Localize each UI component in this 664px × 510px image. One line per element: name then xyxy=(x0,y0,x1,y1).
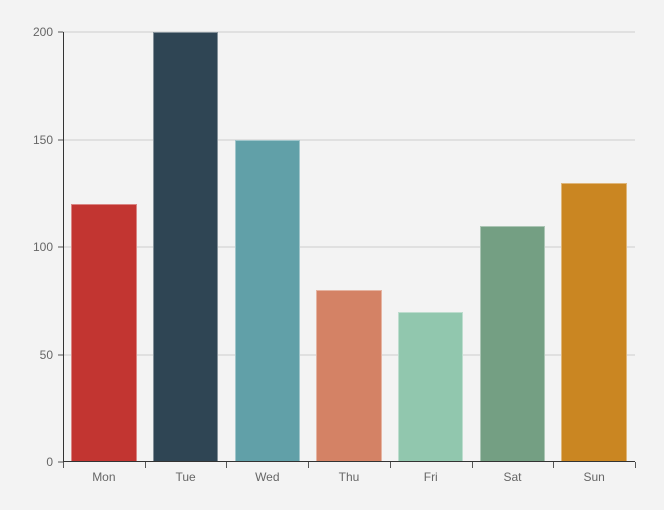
bar-mon[interactable] xyxy=(71,204,137,462)
x-axis-tick xyxy=(389,462,391,468)
y-axis-tick xyxy=(58,354,63,355)
bar-slot-mon xyxy=(63,32,145,462)
bars-row xyxy=(63,32,635,462)
bar-slot-sat xyxy=(472,32,554,462)
bar-thu[interactable] xyxy=(316,290,382,462)
x-axis-tick xyxy=(63,462,64,468)
bar-sat[interactable] xyxy=(479,225,546,462)
y-axis-tick-label: 100 xyxy=(32,240,53,254)
bar-sun[interactable] xyxy=(561,182,627,462)
y-axis-tick-label: 0 xyxy=(46,455,53,469)
x-axis-label-sun: Sun xyxy=(583,470,605,484)
x-axis-label-sat: Sat xyxy=(503,470,522,484)
x-axis-tick xyxy=(471,462,473,468)
x-axis-tick xyxy=(144,462,146,468)
bar-slot-fri xyxy=(390,32,472,462)
x-axis-labels: Mon Tue Wed Thu Fri Sat Sun xyxy=(63,470,635,484)
x-axis-label-wed: Wed xyxy=(255,470,280,484)
x-axis-tick xyxy=(635,462,636,468)
y-axis-tick xyxy=(58,139,63,140)
bar-wed[interactable] xyxy=(234,139,300,462)
x-axis-tick xyxy=(553,462,555,468)
y-axis-tick-label: 150 xyxy=(32,132,53,147)
x-axis-tick xyxy=(226,462,228,468)
plot-area: 0 50 100 150 200 xyxy=(33,25,636,469)
x-axis-label-mon: Mon xyxy=(92,470,116,484)
x-axis-label-thu: Thu xyxy=(338,470,360,484)
y-axis-tick-label: 50 xyxy=(39,347,53,362)
y-axis-tick xyxy=(58,461,63,463)
bar-slot-thu xyxy=(308,32,390,462)
gridline-100 xyxy=(63,246,635,248)
x-axis-label-fri: Fri xyxy=(423,470,438,484)
bar-slot-wed xyxy=(226,32,308,462)
x-axis-line xyxy=(63,461,635,462)
gridline-150 xyxy=(63,139,635,140)
bar-slot-tue xyxy=(145,32,227,462)
y-axis-tick-label: 200 xyxy=(32,25,53,39)
x-axis-label-tue: Tue xyxy=(175,470,196,484)
gridline-200 xyxy=(63,31,635,33)
y-axis-tick xyxy=(58,246,63,248)
bar-fri[interactable] xyxy=(398,311,464,462)
y-axis-tick xyxy=(58,31,63,33)
y-axis-line xyxy=(63,32,64,462)
bar-slot-sun xyxy=(553,32,635,462)
x-axis-tick xyxy=(308,462,310,468)
bar-tue[interactable] xyxy=(152,32,219,462)
